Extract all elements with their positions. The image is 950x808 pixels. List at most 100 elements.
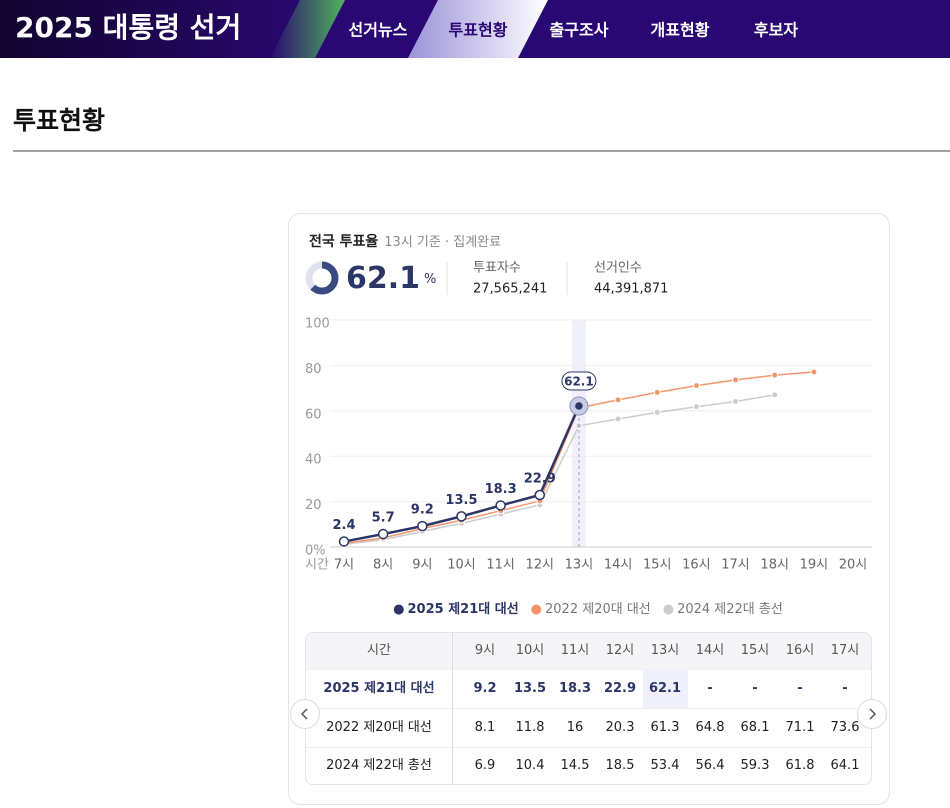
table-cell: 5.7 <box>452 669 463 708</box>
point <box>771 371 779 379</box>
table-row-name: 2025 제21대 대선 <box>323 681 435 696</box>
logo[interactable]: 2025 대통령 선거 <box>15 11 241 44</box>
table-row-name: 2024 제22대 총선 <box>326 758 432 773</box>
point <box>456 511 467 522</box>
point <box>417 520 428 532</box>
table-header-cell: 18시 <box>867 633 871 669</box>
x-tick-label: 9시 <box>412 558 432 573</box>
point <box>534 489 546 501</box>
table-cell: 8.1 <box>474 720 496 735</box>
point <box>338 536 350 547</box>
data-table: 시간 2025 제21대 대선 2022 제20대 대선 2024 제22대 총선 7… <box>305 632 872 785</box>
y-tick-label: 0% <box>305 544 326 559</box>
table-header-cell: 9시 <box>462 633 508 669</box>
table-cell: 14.5 <box>560 758 590 773</box>
nav-item[interactable]: 후보자 <box>754 21 798 40</box>
header-stripe <box>270 0 345 58</box>
legend-label: 2024 제22대 총선 <box>677 602 783 617</box>
legend-marker: ● <box>663 602 674 617</box>
row-line <box>306 708 452 709</box>
nav-active-bg <box>408 0 548 58</box>
x-tick-label: 11시 <box>486 558 515 573</box>
highlight-band <box>571 320 586 547</box>
table-cell: 4 <box>452 708 463 747</box>
nav-item[interactable]: 개표현황 <box>651 21 710 40</box>
series-line <box>343 394 775 546</box>
table-cell: - <box>797 681 803 696</box>
x-tick-label: 18시 <box>760 558 789 573</box>
rate-unit: % <box>424 272 436 287</box>
data-label: 22.9 <box>524 472 556 487</box>
table-cell: 61.3 <box>650 720 680 735</box>
table-header-cell: 12시 <box>597 633 643 669</box>
data-label: 18.3 <box>485 482 517 497</box>
legend-marker: ● <box>393 602 404 617</box>
x-tick-label: 15시 <box>643 558 672 573</box>
nav-item[interactable]: 투표현황 <box>449 21 508 40</box>
table-header-cell: 10시 <box>507 633 553 669</box>
x-axis-label: 시간 <box>305 558 329 573</box>
table-cell: 9.2 <box>473 681 497 696</box>
legend: ● 2025 제21대 대선 ● 2022 제20대 대선 ● 2024 제22대 총선 <box>393 601 783 617</box>
point <box>575 402 583 410</box>
table-cell: 56.4 <box>695 758 725 773</box>
table-cell: 67 <box>868 747 872 784</box>
point <box>692 403 700 411</box>
data-label: 13.5 <box>445 493 477 508</box>
table-cell: 73.6 <box>830 720 860 735</box>
table-header-cell: 15시 <box>732 633 778 669</box>
nav-item[interactable]: 출구조사 <box>550 21 609 40</box>
table-row-name: 2022 제20대 대선 <box>326 720 432 735</box>
table-cell: 68.1 <box>740 720 770 735</box>
legend-label: 2025 제21대 대선 <box>408 601 519 617</box>
row-line <box>306 747 452 748</box>
x-tick-label: 8시 <box>373 558 393 573</box>
table-header-cell: 17시 <box>822 633 868 669</box>
summary-heading: 전국 투표율 13시 기준 · 집계완료 <box>309 233 501 250</box>
summary-basis: 13시 기준 · 집계완료 <box>384 235 501 250</box>
stat-value: 27,565,241 <box>473 282 547 297</box>
row-line <box>452 708 871 709</box>
data-label: 2.4 <box>332 518 355 533</box>
table-cell: 53.4 <box>650 758 680 773</box>
x-tick-label: 19시 <box>800 558 829 573</box>
header-logo-bg <box>0 0 320 58</box>
y-tick-label: 20 <box>305 498 322 513</box>
table-cell: - <box>752 681 758 696</box>
point <box>653 408 661 416</box>
x-tick-label: 20시 <box>839 558 868 573</box>
stat-value: 44,391,871 <box>594 282 668 297</box>
legend-label: 2022 제20대 대선 <box>545 602 651 617</box>
summary-title: 전국 투표율 <box>309 233 378 250</box>
nav-item[interactable]: 선거뉴스 <box>349 21 408 40</box>
scroll-left-button[interactable] <box>290 699 320 729</box>
table-header-cell: 시간 <box>306 633 452 669</box>
donut-arc <box>305 261 339 295</box>
y-tick-label: 40 <box>305 453 322 468</box>
table-first-column: 시간 2025 제21대 대선 2022 제20대 대선 2024 제22대 총선 <box>306 633 453 784</box>
table-cell: 18.5 <box>605 758 635 773</box>
table-header-cell: 8시 <box>452 633 463 669</box>
table-cell: 16 <box>566 720 584 735</box>
data-label: 5.7 <box>372 511 395 526</box>
table-cell: 64.1 <box>830 758 860 773</box>
table-cell: 61.8 <box>785 758 815 773</box>
data-label: 62.1 <box>564 375 594 389</box>
table-cell: 18.3 <box>558 681 592 696</box>
table-cell: 62.1 <box>642 669 688 708</box>
x-tick-label: 7시 <box>334 558 354 573</box>
rate-value: 62.1 <box>346 261 420 296</box>
row-line <box>306 669 452 670</box>
scroll-right-button[interactable] <box>857 699 887 729</box>
x-tick-label: 13시 <box>565 558 594 573</box>
table-scroll: 7시8시9시10시11시12시13시14시15시16시17시18시19시20시2… <box>452 633 871 784</box>
x-tick-label: 14시 <box>604 558 633 573</box>
table-header-cell: 14시 <box>687 633 733 669</box>
icon <box>300 708 308 720</box>
point <box>771 391 779 399</box>
rate: 62.1% <box>346 261 436 296</box>
stat-label: 선거인수 <box>594 261 642 276</box>
point <box>614 415 622 423</box>
table-cell: 6.9 <box>474 758 496 773</box>
point <box>732 376 740 384</box>
